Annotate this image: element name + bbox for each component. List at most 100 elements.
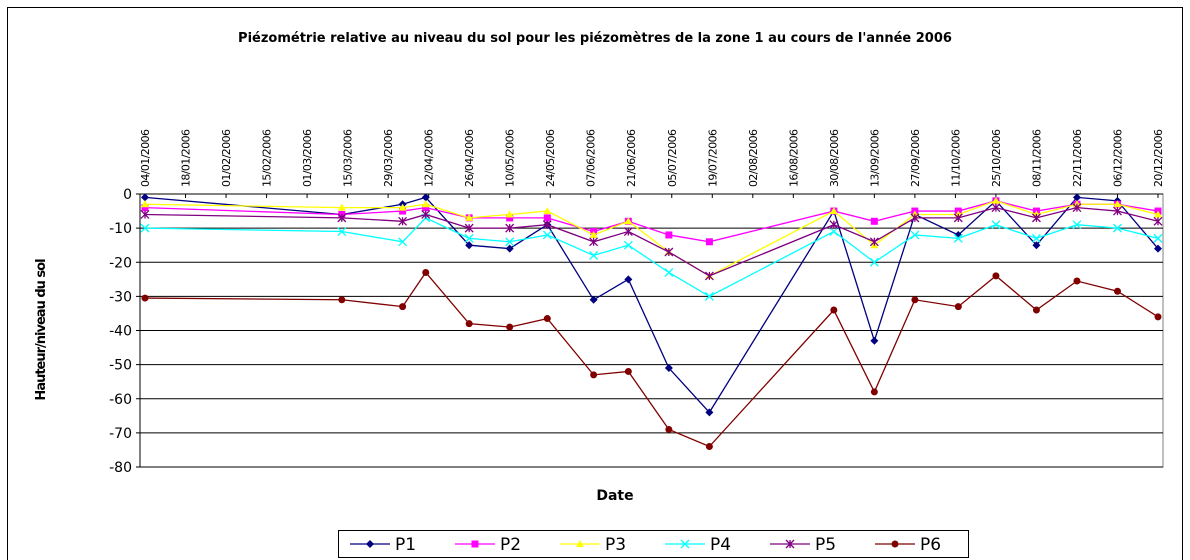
marker	[421, 193, 430, 202]
marker	[991, 220, 1001, 230]
marker	[1031, 233, 1041, 243]
legend-label: P5	[815, 535, 836, 555]
x-tick-label: 06/12/2006	[1111, 129, 1124, 187]
y-tick-label: -60	[109, 392, 132, 408]
marker	[337, 227, 347, 236]
y-tick-label: -30	[109, 289, 132, 305]
marker	[1032, 306, 1040, 314]
marker	[665, 425, 673, 433]
marker	[704, 271, 714, 281]
x-tick-label: 19/07/2006	[706, 129, 719, 187]
marker	[910, 213, 920, 223]
marker	[505, 210, 514, 218]
marker	[705, 443, 713, 451]
x-tick-label: 16/08/2006	[787, 129, 800, 187]
legend-marker	[680, 539, 690, 549]
marker	[590, 371, 598, 379]
marker	[398, 237, 408, 247]
marker	[1031, 213, 1041, 223]
marker	[337, 203, 346, 211]
marker	[337, 213, 347, 223]
marker	[705, 238, 713, 246]
marker	[953, 233, 963, 243]
marker	[543, 214, 551, 222]
marker	[1154, 313, 1162, 321]
x-tick-label: 27/09/2006	[909, 129, 922, 187]
x-tick-label: 10/05/2006	[504, 129, 517, 187]
series-line	[144, 217, 1159, 298]
y-tick-label: -50	[109, 358, 132, 374]
x-tick-label: 22/11/2006	[1071, 129, 1084, 187]
marker	[421, 200, 430, 208]
legend-label: P4	[710, 535, 731, 555]
legend-marker	[891, 540, 899, 548]
marker	[141, 193, 149, 202]
marker	[422, 204, 430, 212]
x-tick-label: 12/04/2006	[423, 129, 436, 187]
marker	[953, 213, 963, 223]
marker	[664, 247, 674, 257]
marker	[141, 204, 149, 212]
marker	[398, 203, 407, 211]
marker	[589, 250, 599, 260]
marker	[589, 237, 599, 247]
marker	[870, 388, 878, 396]
marker	[624, 275, 633, 284]
series-line	[144, 200, 1159, 243]
marker	[624, 367, 632, 375]
marker	[422, 268, 430, 276]
legend-label: P6	[920, 535, 941, 555]
y-tick-label: -80	[109, 460, 132, 476]
marker	[664, 364, 673, 373]
y-tick-label: 0	[123, 187, 132, 203]
marker	[398, 216, 408, 226]
marker	[830, 306, 838, 314]
y-axis-title: Hauteur/niveau du sol	[34, 259, 49, 401]
legend-label: P3	[605, 535, 626, 555]
marker	[829, 227, 839, 236]
marker	[1113, 287, 1121, 295]
x-axis-title: Date	[596, 488, 633, 504]
marker	[829, 207, 838, 215]
chart-title: Piézométrie relative au niveau du sol po…	[238, 31, 952, 46]
x-tick-label: 02/08/2006	[747, 129, 760, 187]
marker	[869, 237, 879, 247]
marker	[954, 303, 962, 311]
legend-marker	[785, 539, 795, 549]
marker	[421, 210, 431, 219]
marker	[664, 268, 674, 277]
x-tick-label: 11/10/2006	[949, 129, 962, 187]
marker	[665, 231, 673, 239]
marker	[505, 223, 515, 233]
x-tick-label: 25/10/2006	[990, 129, 1003, 187]
x-tick-label: 13/09/2006	[868, 129, 881, 187]
marker	[1072, 203, 1082, 213]
legend-marker	[366, 540, 374, 548]
marker	[399, 303, 407, 311]
marker	[1113, 200, 1122, 208]
marker	[1073, 277, 1081, 285]
marker	[623, 227, 633, 236]
marker	[1154, 244, 1162, 253]
series-line	[144, 196, 1159, 414]
marker	[869, 257, 879, 267]
legend-marker	[576, 540, 584, 547]
marker	[140, 223, 150, 233]
x-tick-label: 21/06/2006	[625, 129, 638, 187]
marker	[624, 217, 633, 225]
marker	[465, 320, 473, 328]
marker	[1072, 193, 1081, 202]
marker	[543, 315, 551, 323]
series-line	[144, 206, 1159, 277]
marker	[1113, 206, 1122, 216]
marker	[870, 336, 879, 345]
marker	[1154, 210, 1162, 218]
x-tick-label: 26/04/2006	[463, 129, 476, 187]
marker	[991, 196, 1000, 204]
x-tick-label: 01/03/2006	[301, 129, 314, 187]
marker	[829, 220, 839, 230]
marker	[399, 207, 407, 215]
x-tick-label: 01/02/2006	[220, 129, 233, 187]
x-tick-label: 05/07/2006	[666, 129, 679, 187]
